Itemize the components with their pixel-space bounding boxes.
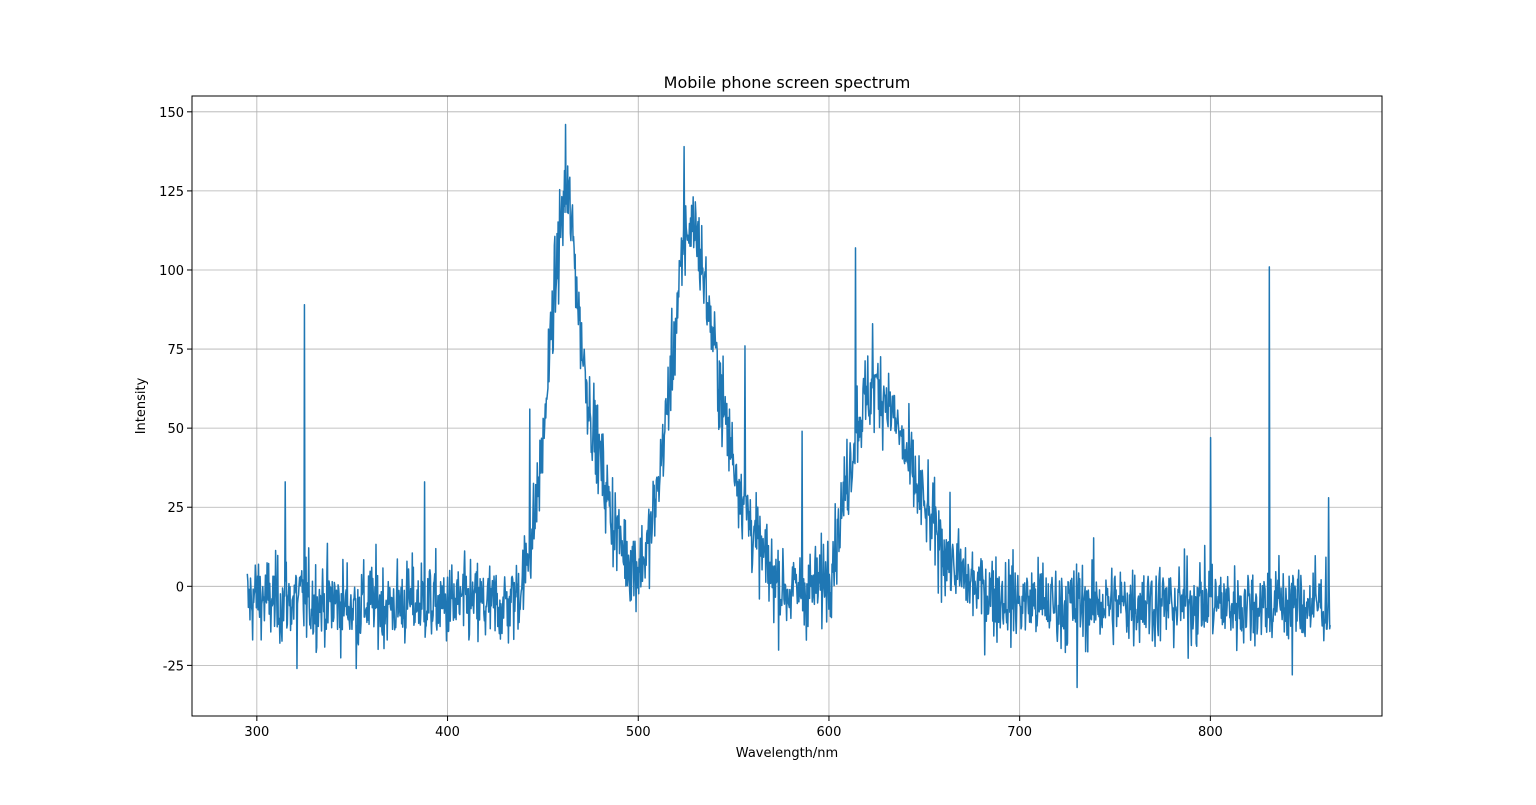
axes-frame [191,95,1383,717]
y-tick-label: 50 [167,422,184,437]
y-tick-label: 150 [159,106,184,121]
y-tick-label: 125 [159,185,184,200]
x-axis-label: Wavelength/nm [736,746,838,761]
y-axis-ticks: -25 0 25 50 75 100 125 150 [159,106,192,674]
y-tick-label: 25 [167,501,184,516]
y-tick-label: 100 [159,264,184,279]
x-tick-label: 500 [626,725,651,740]
grid-lines [192,96,1382,716]
y-tick-label: 75 [167,343,184,358]
x-axis-ticks: 300 400 500 600 700 800 [244,716,1223,740]
x-tick-label: 600 [817,725,842,740]
chart-title: Mobile phone screen spectrum [664,73,911,92]
x-tick-label: 300 [244,725,269,740]
x-tick-label: 700 [1007,725,1032,740]
x-tick-label: 800 [1198,725,1223,740]
y-axis-label: Intensity [134,377,149,434]
y-tick-label: 0 [176,580,184,595]
y-tick-label: -25 [163,659,184,674]
spectrum-line [246,123,1331,689]
plot-area [246,123,1331,689]
x-tick-label: 400 [435,725,460,740]
